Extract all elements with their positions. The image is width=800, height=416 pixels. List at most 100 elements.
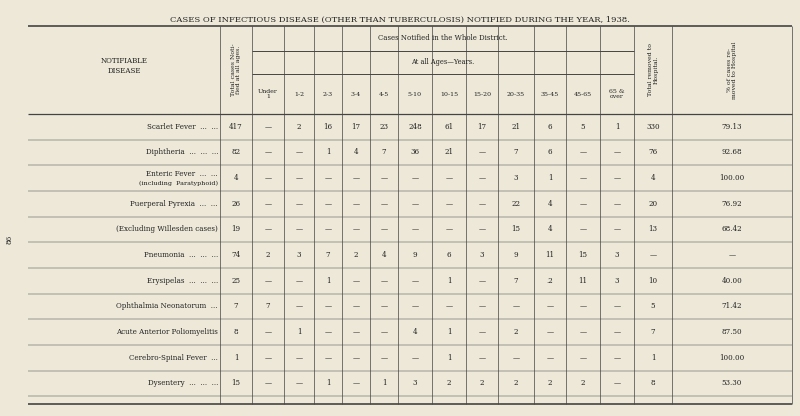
Text: 248: 248 <box>408 123 422 131</box>
Text: —: — <box>650 251 657 259</box>
Text: —: — <box>353 225 359 233</box>
Text: 100.00: 100.00 <box>719 174 745 182</box>
Text: —: — <box>265 123 271 131</box>
Text: —: — <box>325 174 331 182</box>
Text: 74: 74 <box>231 251 241 259</box>
Text: Puerperal Pyrexia  ...  ...: Puerperal Pyrexia ... ... <box>130 200 218 208</box>
Text: 1: 1 <box>446 354 451 362</box>
Text: 71.42: 71.42 <box>722 302 742 310</box>
Text: Cases Notified in the Whole District.: Cases Notified in the Whole District. <box>378 35 508 42</box>
Text: 6: 6 <box>548 149 552 156</box>
Text: —: — <box>325 225 331 233</box>
Text: 1: 1 <box>234 354 238 362</box>
Text: 4: 4 <box>548 225 552 233</box>
Text: 92.68: 92.68 <box>722 149 742 156</box>
Text: Total cases Noti-
fied at all ages.: Total cases Noti- fied at all ages. <box>230 44 242 97</box>
Text: —: — <box>353 174 359 182</box>
Text: —: — <box>295 200 302 208</box>
Text: 2: 2 <box>354 251 358 259</box>
Text: —: — <box>295 379 302 387</box>
Text: —: — <box>478 200 486 208</box>
Text: Total removed to
Hospital.: Total removed to Hospital. <box>648 44 658 97</box>
Text: 76: 76 <box>648 149 658 156</box>
Text: —: — <box>295 149 302 156</box>
Text: —: — <box>381 174 387 182</box>
Text: 2-3: 2-3 <box>323 92 333 97</box>
Text: —: — <box>546 328 554 336</box>
Text: —: — <box>579 302 586 310</box>
Text: 1: 1 <box>650 354 655 362</box>
Text: 25: 25 <box>231 277 241 285</box>
Text: 11: 11 <box>546 251 554 259</box>
Text: —: — <box>446 225 453 233</box>
Text: —: — <box>265 277 271 285</box>
Text: —: — <box>411 174 418 182</box>
Text: 61: 61 <box>445 123 454 131</box>
Text: —: — <box>614 302 621 310</box>
Text: 1: 1 <box>614 123 619 131</box>
Text: 20: 20 <box>649 200 658 208</box>
Text: —: — <box>381 225 387 233</box>
Text: —: — <box>265 225 271 233</box>
Text: —: — <box>353 328 359 336</box>
Text: —: — <box>353 302 359 310</box>
Text: NOTIFIABLE
DISEASE: NOTIFIABLE DISEASE <box>101 57 147 74</box>
Text: .2: .2 <box>546 277 554 285</box>
Text: 9: 9 <box>514 251 518 259</box>
Text: 4: 4 <box>354 149 358 156</box>
Text: 6: 6 <box>548 123 552 131</box>
Text: 53.30: 53.30 <box>722 379 742 387</box>
Text: 8: 8 <box>234 328 238 336</box>
Text: 15: 15 <box>511 225 521 233</box>
Text: 1: 1 <box>382 379 386 387</box>
Text: —: — <box>478 174 486 182</box>
Text: —: — <box>381 302 387 310</box>
Text: —: — <box>411 302 418 310</box>
Text: Cerebro-Spinal Fever  ...: Cerebro-Spinal Fever ... <box>129 354 218 362</box>
Text: 2: 2 <box>514 328 518 336</box>
Text: —: — <box>729 251 735 259</box>
Text: —: — <box>295 174 302 182</box>
Text: (including  Paratyphoid): (including Paratyphoid) <box>139 181 218 186</box>
Text: —: — <box>614 225 621 233</box>
Text: Erysipelas  ...  ...  ...: Erysipelas ... ... ... <box>146 277 218 285</box>
Text: 2: 2 <box>514 379 518 387</box>
Text: Under
1: Under 1 <box>258 89 278 99</box>
Text: 79.13: 79.13 <box>722 123 742 131</box>
Text: —: — <box>295 354 302 362</box>
Text: 1: 1 <box>297 328 302 336</box>
Text: 3: 3 <box>514 174 518 182</box>
Text: 8: 8 <box>650 379 655 387</box>
Text: CASES OF INFECTIOUS DISEASE (OTHER THAN TUBERCULOSIS) NOTIFIED DURING THE YEAR, : CASES OF INFECTIOUS DISEASE (OTHER THAN … <box>170 16 630 24</box>
Text: —: — <box>614 354 621 362</box>
Text: 4-5: 4-5 <box>379 92 389 97</box>
Text: —: — <box>478 354 486 362</box>
Text: 1: 1 <box>548 174 552 182</box>
Text: 5-10: 5-10 <box>408 92 422 97</box>
Text: 7: 7 <box>266 302 270 310</box>
Text: 22: 22 <box>511 200 521 208</box>
Text: —: — <box>579 328 586 336</box>
Text: 10-15: 10-15 <box>440 92 458 97</box>
Text: —: — <box>579 225 586 233</box>
Text: —: — <box>579 200 586 208</box>
Text: —: — <box>325 354 331 362</box>
Text: 16: 16 <box>323 123 333 131</box>
Text: —: — <box>478 277 486 285</box>
Text: 40.00: 40.00 <box>722 277 742 285</box>
Text: —: — <box>446 302 453 310</box>
Text: 3: 3 <box>413 379 418 387</box>
Text: 35-45: 35-45 <box>541 92 559 97</box>
Text: Acute Anterior Poliomyelitis: Acute Anterior Poliomyelitis <box>116 328 218 336</box>
Text: —: — <box>381 354 387 362</box>
Text: 20-35: 20-35 <box>507 92 525 97</box>
Text: —: — <box>614 174 621 182</box>
Text: 2: 2 <box>581 379 586 387</box>
Text: Diphtheria  ...  ...  ...: Diphtheria ... ... ... <box>146 149 218 156</box>
Text: —: — <box>411 200 418 208</box>
Text: —: — <box>614 149 621 156</box>
Text: —: — <box>478 328 486 336</box>
Text: 5: 5 <box>581 123 586 131</box>
Text: —: — <box>353 354 359 362</box>
Text: 1: 1 <box>446 277 451 285</box>
